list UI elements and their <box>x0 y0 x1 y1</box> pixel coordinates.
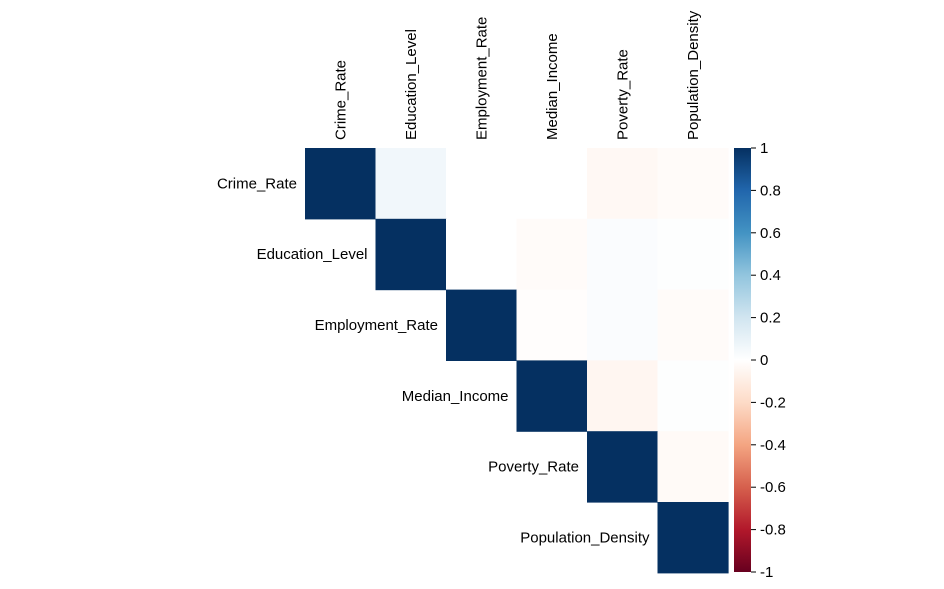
heatmap-cell <box>516 218 588 291</box>
heatmap-cell <box>587 360 659 432</box>
column-label: Poverty_Rate <box>614 49 631 140</box>
row-label: Median_Income <box>402 388 509 405</box>
row-label: Education_Level <box>257 246 368 263</box>
row-labels: Crime_Rate Education_Level Employment_Rate… <box>217 175 650 546</box>
colorbar-tick-label: 0.4 <box>760 267 781 284</box>
row-label: Crime_Rate <box>217 175 297 192</box>
colorbar-tick-label: 0.8 <box>760 182 781 199</box>
row-label: Employment_Rate <box>315 317 438 334</box>
heatmap-cell <box>657 218 729 291</box>
heatmap-cell <box>375 148 447 220</box>
heatmap-cell <box>375 218 447 291</box>
heatmap-cell <box>516 289 588 361</box>
colorbar-tick-label: -0.2 <box>760 394 786 411</box>
heatmap-cell <box>587 148 659 220</box>
heatmap-cell <box>516 148 588 220</box>
heatmap-cell <box>516 360 588 432</box>
colorbar-tick-label: 0.2 <box>760 310 781 327</box>
heatmap-cell <box>657 431 729 503</box>
row-label: Population_Density <box>520 529 650 546</box>
heatmap-cell <box>587 218 659 291</box>
column-label: Education_Level <box>403 29 420 140</box>
heatmap-cell <box>446 218 518 291</box>
heatmap-cell <box>657 502 729 574</box>
column-label: Crime_Rate <box>332 60 349 140</box>
colorbar-gradient <box>734 148 751 572</box>
column-label: Median_Income <box>544 33 561 140</box>
heatmap-cell <box>305 148 377 220</box>
colorbar-tick-label: 0.6 <box>760 225 781 242</box>
heatmap-cell <box>657 148 729 220</box>
colorbar-tick-label: 0 <box>760 352 768 369</box>
heatmap-cell <box>587 289 659 361</box>
heatmap-cells <box>305 148 729 574</box>
colorbar-tick-label: -0.8 <box>760 522 786 539</box>
heatmap-cell <box>657 289 729 361</box>
colorbar-tick-label: -0.6 <box>760 479 786 496</box>
colorbar-tick-label: 1 <box>760 140 768 157</box>
column-label: Population_Density <box>685 10 702 140</box>
colorbar-tick-label: -0.4 <box>760 437 786 454</box>
row-label: Poverty_Rate <box>488 459 579 476</box>
heatmap-cell <box>657 360 729 432</box>
heatmap-cell <box>446 148 518 220</box>
heatmap-cell <box>446 289 518 361</box>
column-label: Employment_Rate <box>473 17 490 140</box>
column-labels: Crime_Rate Education_Level Employment_Rate… <box>332 10 702 140</box>
heatmap-cell <box>587 431 659 503</box>
colorbar-tick-label: -1 <box>760 564 773 581</box>
colorbar-ticks: 1 0.8 0.6 0.4 0.2 0 -0.2 -0.4 -0.6 -0.8 -1 <box>751 140 786 581</box>
colorbar: 1 0.8 0.6 0.4 0.2 0 -0.2 -0.4 -0.6 -0.8 -1 <box>734 140 786 581</box>
